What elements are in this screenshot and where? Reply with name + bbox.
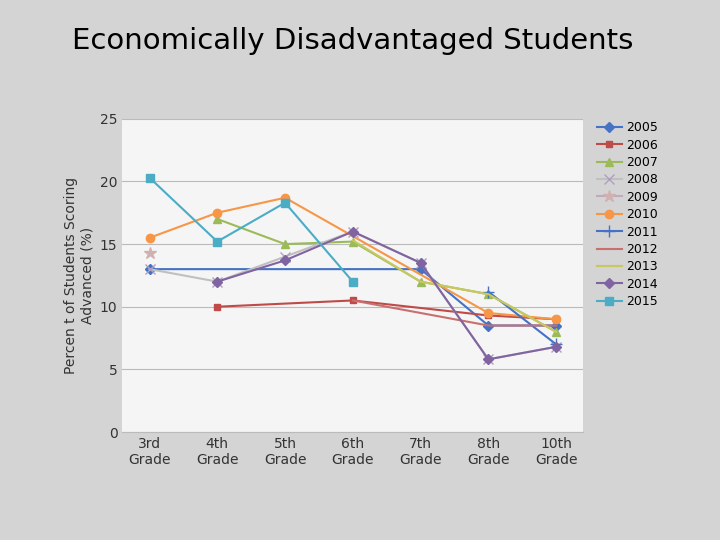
2006	[213, 303, 222, 310]
2008	[552, 343, 560, 350]
2007	[348, 238, 357, 245]
2007	[552, 328, 560, 335]
Y-axis label: Percen t of Students Scoring
Advanced (%): Percen t of Students Scoring Advanced (%…	[64, 177, 94, 374]
2010	[281, 194, 289, 201]
2005	[416, 266, 425, 272]
2013	[416, 279, 425, 285]
Line: 2008: 2008	[145, 227, 561, 364]
2008	[281, 253, 289, 260]
Line: 2005: 2005	[146, 266, 559, 329]
2013	[552, 328, 560, 335]
2012	[348, 297, 357, 303]
2008	[213, 279, 222, 285]
2008	[416, 260, 425, 266]
2010	[552, 316, 560, 322]
2010	[484, 310, 492, 316]
2008	[145, 266, 154, 272]
2014	[281, 257, 289, 264]
2012	[484, 322, 492, 329]
Line: 2013: 2013	[353, 240, 556, 332]
Line: 2014: 2014	[214, 228, 559, 363]
2014	[416, 260, 425, 266]
Text: Economically Disadvantaged Students: Economically Disadvantaged Students	[72, 27, 634, 55]
2007	[416, 279, 425, 285]
2010	[213, 210, 222, 216]
2008	[348, 228, 357, 235]
2014	[484, 356, 492, 362]
2007	[213, 216, 222, 222]
Line: 2015: 2015	[145, 173, 357, 286]
2005	[484, 322, 492, 329]
2013	[484, 291, 492, 298]
Line: 2012: 2012	[353, 300, 556, 326]
2006	[484, 312, 492, 319]
2007	[281, 241, 289, 247]
2007	[484, 291, 492, 298]
Line: 2006: 2006	[214, 297, 559, 323]
Line: 2011: 2011	[483, 286, 562, 350]
2010	[145, 234, 154, 241]
2008	[484, 356, 492, 362]
2012	[552, 322, 560, 329]
2015	[145, 174, 154, 181]
Legend: 2005, 2006, 2007, 2008, 2009, 2010, 2011, 2012, 2013, 2014, 2015: 2005, 2006, 2007, 2008, 2009, 2010, 2011…	[594, 119, 661, 310]
2006	[348, 297, 357, 303]
2014	[213, 279, 222, 285]
2006	[552, 316, 560, 322]
2014	[348, 228, 357, 235]
Line: 2010: 2010	[145, 193, 560, 323]
2015	[281, 199, 289, 206]
2015	[213, 238, 222, 245]
2014	[552, 343, 560, 350]
2005	[552, 322, 560, 329]
2015	[348, 279, 357, 285]
Line: 2007: 2007	[213, 215, 560, 336]
2011	[552, 341, 560, 348]
2011	[484, 288, 492, 295]
2005	[145, 266, 154, 272]
2013	[348, 237, 357, 244]
